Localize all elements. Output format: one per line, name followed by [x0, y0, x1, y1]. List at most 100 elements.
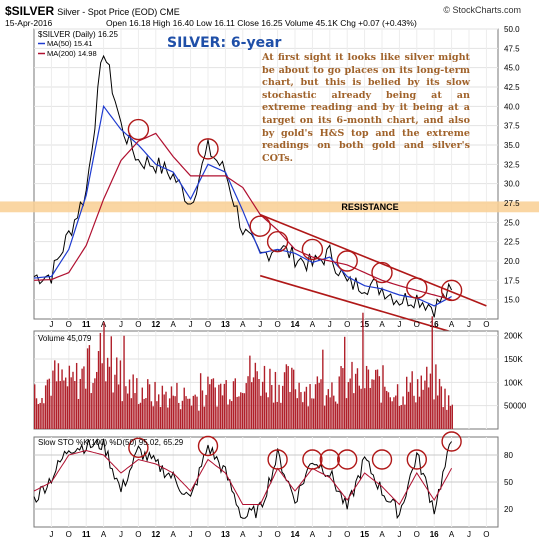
sto-x-axis: J O 11 A J O 12 A J O 13 A J O 14 A J O 15 A J O 16 A J O	[49, 530, 489, 539]
volume-bar	[278, 384, 280, 429]
sto-highlight-circle	[337, 449, 358, 470]
sto-month-tick-label: J	[119, 530, 123, 539]
month-tick-label: J	[328, 320, 332, 329]
sto-month-tick-label: O	[344, 530, 350, 539]
volume-bar	[424, 380, 426, 429]
volume-bar	[422, 389, 424, 429]
volume-bar	[393, 397, 395, 429]
volume-bar	[272, 402, 275, 429]
volume-bar	[309, 384, 311, 429]
volume-bar	[203, 406, 205, 429]
highlight-circle	[336, 250, 358, 272]
volume-bar	[364, 388, 366, 429]
volume-bar	[187, 398, 189, 429]
sto-month-tick-label: A	[240, 530, 246, 539]
sto-month-tick-label: A	[310, 530, 316, 539]
volume-bar	[451, 404, 453, 429]
volume-bar	[55, 381, 58, 429]
volume-bar	[415, 402, 417, 429]
description-label: Silver - Spot Price (EOD) CME	[57, 7, 180, 17]
volume-bar	[243, 393, 246, 429]
volume-bar	[365, 365, 368, 429]
sto-highlight-circle	[441, 431, 462, 452]
volume-y-tick-label: 150K	[504, 355, 523, 364]
volume-bar	[167, 407, 169, 429]
volume-bar	[136, 378, 138, 429]
volume-bar	[143, 398, 145, 429]
volume-bar	[189, 398, 191, 429]
volume-bar	[407, 391, 410, 429]
volume-bar	[252, 377, 255, 429]
volume-bar	[318, 382, 320, 429]
sto-month-tick-label: O	[205, 530, 211, 539]
symbol-label: $SILVER	[5, 4, 55, 18]
volume-bars	[34, 312, 453, 429]
highlight-circle	[440, 279, 463, 302]
volume-bar	[127, 393, 129, 429]
volume-bar	[327, 389, 329, 429]
sto-highlight-circle	[302, 449, 323, 470]
volume-bar	[86, 348, 89, 429]
volume-bar	[209, 384, 211, 429]
volume-bar	[406, 376, 408, 429]
volume-bar	[435, 364, 437, 429]
volume-bar	[161, 385, 164, 429]
volume-bar	[336, 403, 339, 429]
price-y-tick-label: 37.5	[504, 122, 520, 131]
volume-bar	[358, 385, 360, 429]
price-y-tick-label: 20.0	[504, 257, 520, 266]
volume-bar	[59, 381, 61, 429]
volume-bar	[413, 395, 415, 429]
sto-grid	[34, 437, 498, 527]
volume-bar	[334, 401, 337, 429]
volume-bar	[154, 381, 156, 429]
volume-bar	[130, 398, 133, 429]
volume-bar	[289, 391, 291, 429]
volume-bar	[44, 385, 47, 429]
volume-bar	[63, 380, 65, 429]
sto-month-tick-label: J	[328, 530, 332, 539]
volume-bar	[141, 387, 143, 429]
volume-bar	[201, 390, 204, 429]
sto-month-tick-label: 11	[82, 530, 91, 539]
sto-d-line	[33, 449, 453, 506]
volume-bar	[117, 384, 120, 429]
volume-bar	[313, 398, 315, 429]
chart-subtitle: SILVER: 6-year	[167, 35, 282, 51]
volume-bar	[398, 405, 401, 429]
volume-bar	[212, 378, 215, 429]
month-tick-label: A	[171, 320, 177, 329]
price-y-tick-label: 35.0	[504, 141, 520, 150]
price-y-tick-label: 22.5	[504, 238, 520, 247]
volume-title: Volume 45,079	[38, 334, 92, 343]
volume-bar	[418, 396, 421, 429]
volume-bar	[92, 383, 94, 429]
volume-bar	[271, 385, 273, 429]
volume-bar	[431, 316, 433, 429]
volume-bar	[402, 396, 404, 429]
volume-bar	[223, 383, 226, 429]
volume-bar	[101, 363, 103, 429]
volume-bar	[296, 398, 298, 429]
volume-bar	[125, 386, 127, 429]
volume-bar	[292, 369, 295, 429]
highlight-circle	[266, 230, 289, 253]
volume-bar	[214, 387, 216, 429]
volume-bar	[185, 396, 187, 429]
sto-highlight-circle	[197, 435, 219, 457]
resistance-band	[0, 201, 539, 213]
watermark: © StockCharts.com	[443, 5, 521, 15]
volume-bar	[447, 395, 450, 429]
sto-month-tick-label: A	[171, 530, 177, 539]
sto-highlight-circle	[319, 449, 340, 470]
sto-y-tick-label: 50	[504, 478, 513, 487]
volume-bar	[54, 360, 56, 429]
price-panel-frame	[33, 28, 499, 320]
volume-bar	[241, 392, 244, 429]
month-tick-label: J	[189, 320, 193, 329]
volume-bar	[389, 397, 391, 429]
price-y-tick-label: 17.5	[504, 276, 520, 285]
volume-bar	[137, 404, 140, 429]
sto-month-tick-label: J	[397, 530, 401, 539]
